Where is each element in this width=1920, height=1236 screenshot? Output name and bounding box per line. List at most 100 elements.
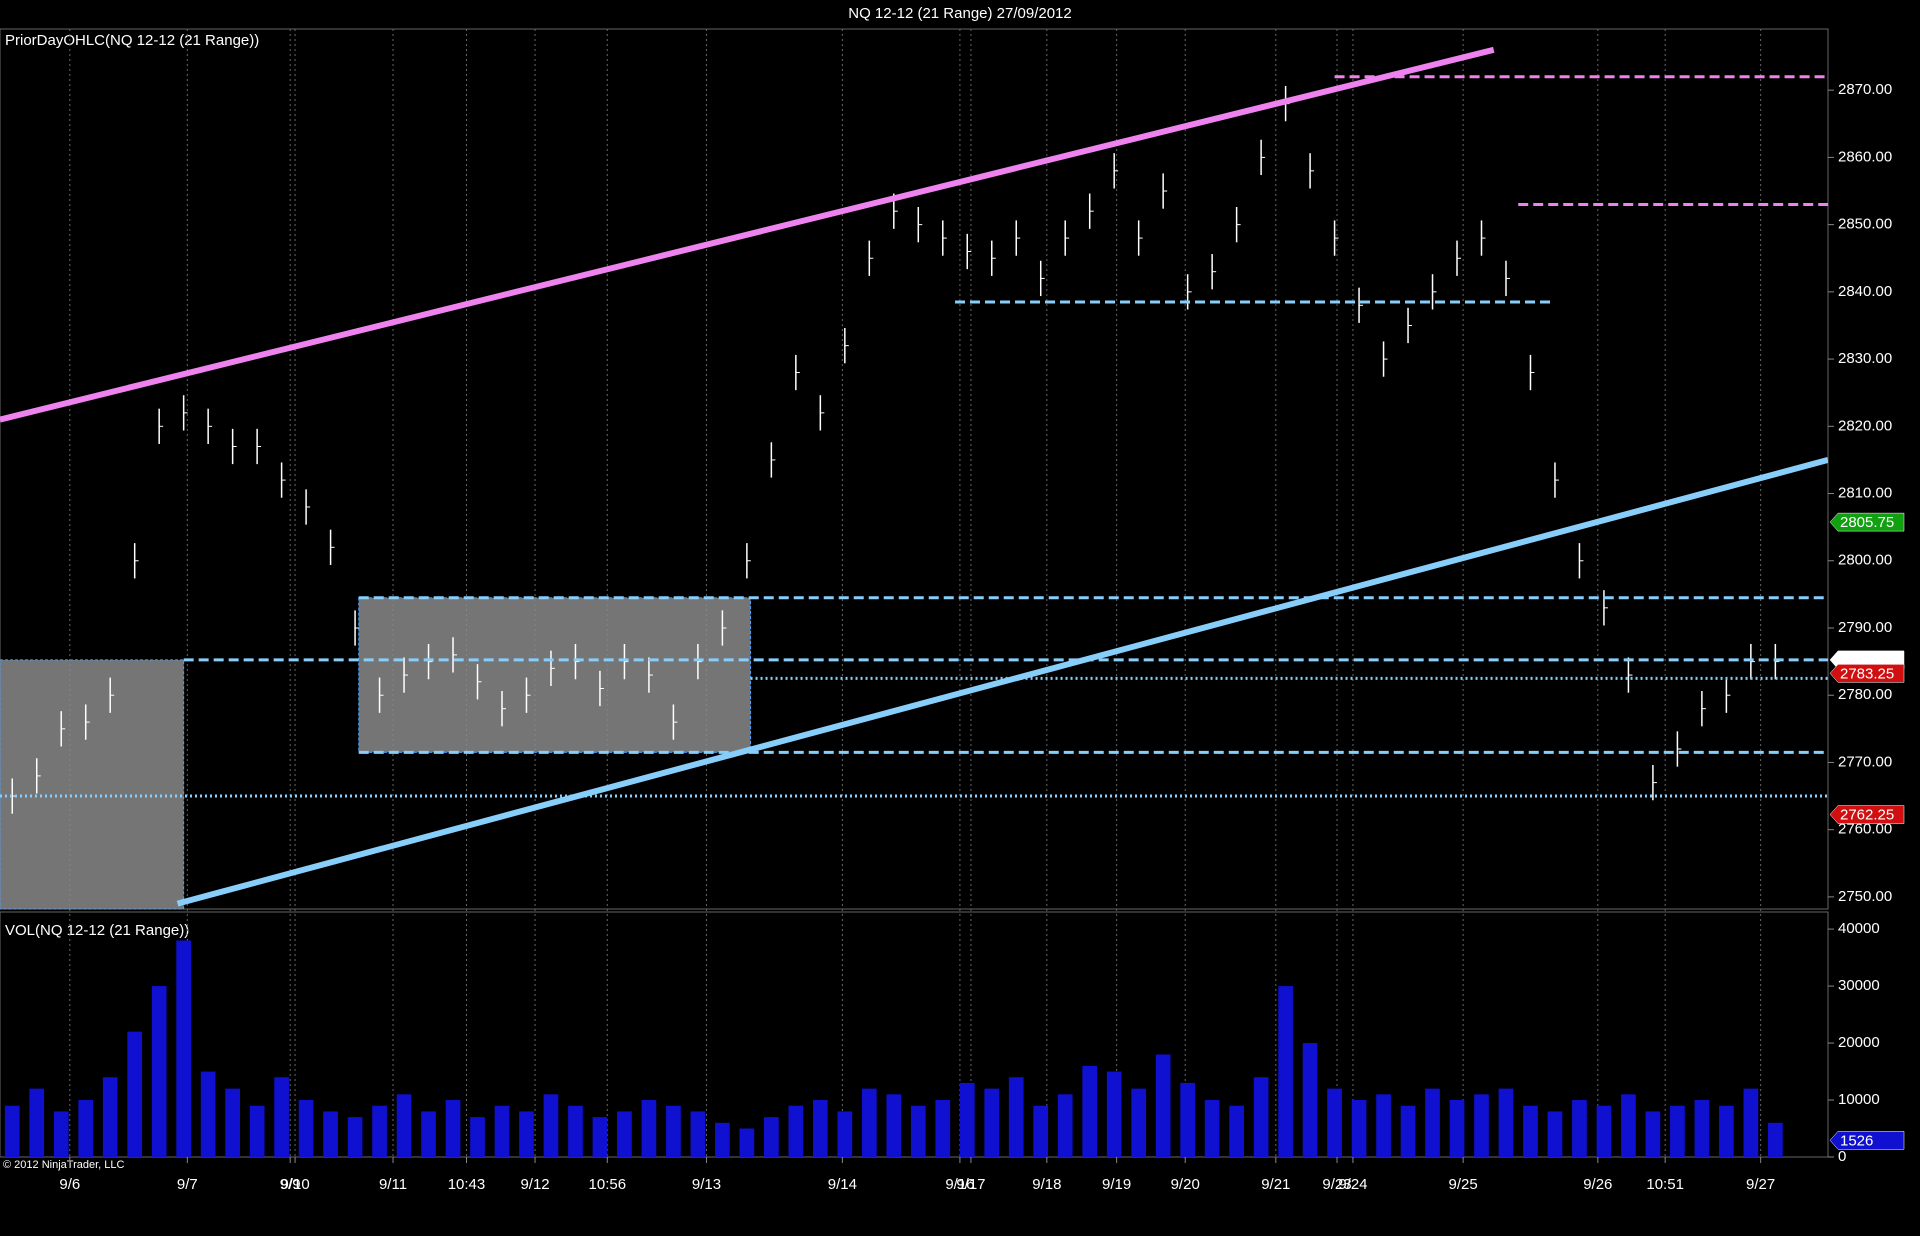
volume-bar <box>1131 1088 1147 1157</box>
volume-bar <box>151 986 167 1157</box>
volume-bar <box>1449 1100 1465 1157</box>
y-tick-label: 2840.00 <box>1838 283 1892 300</box>
volume-bar <box>666 1105 681 1157</box>
volume-bar <box>347 1117 363 1157</box>
price-panel <box>0 28 1829 910</box>
volume-bar <box>1400 1105 1416 1157</box>
x-tick-label: 9/18 <box>1032 1176 1061 1193</box>
volume-bar <box>200 1071 216 1157</box>
volume-bar <box>225 1088 240 1157</box>
y-tick-label: 2750.00 <box>1838 888 1892 905</box>
price-marker: 2783.25 <box>1829 664 1905 683</box>
y-tick-label: 2850.00 <box>1838 216 1892 233</box>
volume-bar <box>715 1122 730 1157</box>
volume-bar <box>323 1111 338 1157</box>
volume-bar <box>421 1111 436 1157</box>
volume-y-tick-label: 40000 <box>1838 920 1880 937</box>
volume-bar <box>494 1105 510 1157</box>
volume-bar <box>1008 1077 1024 1157</box>
volume-bar <box>4 1105 20 1157</box>
x-tick-label: 9/9 <box>280 1176 301 1193</box>
x-tick-label: 9/10 <box>280 1176 309 1193</box>
volume-bar <box>1523 1105 1538 1157</box>
price-marker-label: 2783.25 <box>1840 665 1894 682</box>
price-marker: 2762.25 <box>1829 805 1905 824</box>
x-tick-label: 9/21 <box>1261 1176 1290 1193</box>
y-tick-label: 2830.00 <box>1838 350 1892 367</box>
volume-bar <box>1743 1088 1759 1157</box>
range-box <box>358 597 752 753</box>
volume-bar <box>274 1077 289 1157</box>
volume-y-tick-label: 10000 <box>1838 1091 1880 1108</box>
volume-y-tick-label: 30000 <box>1838 977 1880 994</box>
x-tick-label: 10:43 <box>448 1176 486 1193</box>
volume-bar <box>910 1105 926 1157</box>
volume-bar <box>739 1128 755 1157</box>
price-marker-shape <box>1829 805 1905 824</box>
volume-bar <box>568 1105 583 1157</box>
volume-bar <box>1645 1111 1661 1157</box>
volume-bar <box>1229 1105 1244 1157</box>
volume-bar <box>1302 1043 1318 1157</box>
volume-bar <box>935 1100 951 1157</box>
y-tick-label: 2860.00 <box>1838 148 1892 165</box>
price-marker-label: 2805.75 <box>1840 514 1894 531</box>
x-tick-label: 9/25 <box>1449 1176 1478 1193</box>
volume-y-tick-label: 20000 <box>1838 1034 1880 1051</box>
volume-bar <box>53 1111 69 1157</box>
x-tick-label: 9/16 <box>945 1176 974 1193</box>
x-tick-label: 9/6 <box>59 1176 80 1193</box>
x-tick-label: 9/19 <box>1102 1176 1131 1193</box>
copyright: © 2012 NinjaTrader, LLC <box>3 1159 124 1171</box>
volume-bar <box>1425 1088 1440 1157</box>
x-tick-label: 9/14 <box>828 1176 857 1193</box>
price-marker-shape <box>1829 512 1905 532</box>
x-tick-label: 9/11 <box>379 1176 407 1193</box>
volume-marker: 1526 <box>1829 1131 1905 1150</box>
volume-bar <box>1498 1088 1514 1157</box>
volume-bar <box>1351 1100 1367 1157</box>
volume-bar <box>1670 1105 1685 1157</box>
chart-title: NQ 12-12 (21 Range) 27/09/2012 <box>848 5 1071 22</box>
x-tick-label: 10:56 <box>589 1176 627 1193</box>
volume-bar <box>861 1088 877 1157</box>
volume-bar <box>372 1105 387 1157</box>
volume-bar <box>788 1105 804 1157</box>
trend-line <box>0 46 1495 423</box>
range-box <box>0 659 185 910</box>
volume-bar <box>812 1100 828 1157</box>
y-tick-label: 2760.00 <box>1838 821 1892 838</box>
volume-bar <box>470 1117 485 1157</box>
x-tick-label: 9/12 <box>520 1176 549 1193</box>
y-tick-label: 2800.00 <box>1838 552 1892 569</box>
volume-bar <box>176 940 192 1157</box>
volume-bar <box>1278 986 1293 1157</box>
volume-bar <box>1596 1105 1612 1157</box>
price-marker: 2805.75 <box>1829 512 1905 532</box>
volume-bar <box>764 1117 779 1157</box>
volume-bar <box>298 1100 314 1157</box>
volume-bar <box>959 1082 975 1157</box>
x-tick-label: 9/17 <box>956 1176 985 1193</box>
x-tick-label: 9/27 <box>1746 1176 1775 1193</box>
price-marker-label: 2762.25 <box>1840 807 1894 824</box>
price-marker-shape <box>1829 664 1905 683</box>
x-tick-label: 9/7 <box>177 1176 198 1193</box>
volume-bar <box>1253 1077 1269 1157</box>
volume-bar <box>1376 1094 1391 1157</box>
volume-bar <box>886 1094 902 1157</box>
volume-bar <box>1155 1054 1171 1157</box>
volume-bar <box>1204 1100 1220 1157</box>
x-tick-label: 9/13 <box>692 1176 721 1193</box>
volume-bar <box>641 1100 657 1157</box>
volume-bar <box>249 1105 265 1157</box>
volume-y-tick-label: 0 <box>1838 1148 1846 1165</box>
y-tick-label: 2780.00 <box>1838 686 1892 703</box>
volume-panel-label: VOL(NQ 12-12 (21 Range)) <box>5 922 189 939</box>
x-tick-label: 9/24 <box>1338 1176 1367 1193</box>
volume-bar <box>1547 1111 1563 1157</box>
x-tick-label: 9/20 <box>1171 1176 1200 1193</box>
volume-bar <box>1474 1094 1489 1157</box>
y-tick-label: 2870.00 <box>1838 81 1892 98</box>
